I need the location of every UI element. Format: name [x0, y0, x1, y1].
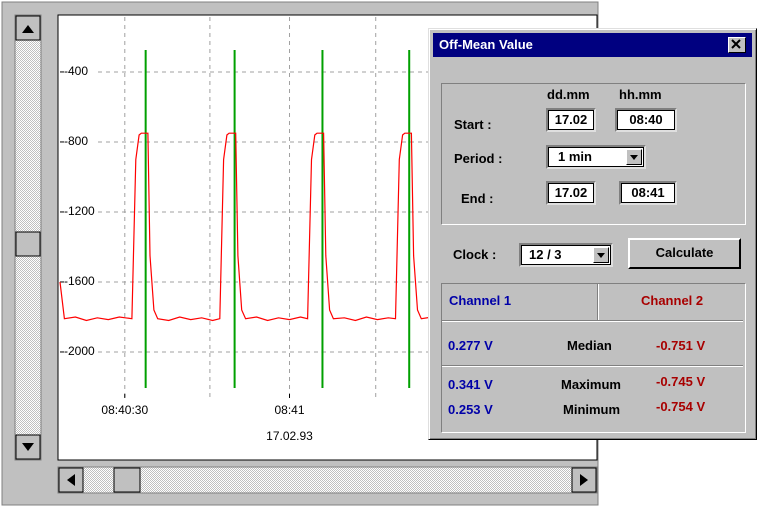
input[interactable]: 17.02: [546, 181, 596, 205]
h-thumb[interactable]: [113, 467, 141, 493]
trace: [59, 132, 433, 322]
divider: [442, 320, 743, 322]
dropdown[interactable]: [593, 247, 609, 263]
x-tick-label: 08:41: [274, 403, 304, 417]
arrow-icon: [580, 474, 588, 486]
divider: [597, 284, 599, 320]
y-tick-label: -1200: [64, 204, 95, 218]
input[interactable]: 08:40: [615, 108, 677, 132]
channel-header: Channel 2: [641, 293, 704, 308]
arrow-icon: [597, 253, 605, 258]
plot: -400 -800 -1200 -1600 -2000 08:40:30 08:41 17.0…: [59, 17, 597, 443]
arrow-icon: [22, 443, 34, 451]
y-tick-label: -1600: [64, 274, 95, 288]
value: -0.751 V: [656, 338, 706, 353]
combo[interactable]: 1 min: [546, 145, 646, 169]
label: Maximum: [561, 377, 621, 392]
value: 0.341 V: [448, 377, 493, 392]
calculate-button[interactable]: Calculate: [628, 238, 741, 269]
label: End :: [461, 191, 494, 206]
label: Median: [567, 338, 612, 353]
input[interactable]: 17.02: [546, 108, 596, 132]
input[interactable]: 08:41: [619, 181, 677, 205]
close-button[interactable]: [728, 37, 746, 53]
label: dd.mm: [547, 87, 590, 102]
value: -0.754 V: [656, 399, 706, 414]
dialog-title: Off-Mean Value: [433, 33, 752, 57]
y-tick-label: -400: [64, 64, 88, 78]
label: Minimum: [563, 402, 621, 417]
label: Start :: [454, 117, 492, 132]
y-tick-label: -800: [64, 134, 88, 148]
label: hh.mm: [619, 87, 662, 102]
value: 0.253 V: [448, 402, 493, 417]
combo-value: 1 min: [558, 149, 592, 164]
h-scrollbar[interactable]: [57, 466, 598, 494]
label: Clock :: [453, 247, 497, 262]
combo[interactable]: 12 / 3: [519, 243, 613, 267]
date-label: 17.02.93: [266, 429, 313, 443]
x-tick-label: 08:40:30: [101, 403, 148, 417]
value: 0.277 V: [448, 338, 493, 353]
label: Period :: [454, 151, 503, 166]
arrow-icon: [22, 25, 34, 33]
close-icon: [731, 39, 741, 49]
divider: [442, 365, 743, 367]
value: -0.745 V: [656, 374, 706, 389]
arrow-icon: [630, 155, 638, 160]
time-group: [441, 83, 746, 225]
dropdown[interactable]: [626, 149, 642, 165]
combo-value: 12 / 3: [529, 247, 562, 262]
arrow-icon: [67, 474, 75, 486]
channel-header: Channel 1: [449, 293, 512, 308]
dialog: Off-Mean Value dd.mm hh.mm Start : 17.02…: [428, 28, 757, 440]
results-group: [441, 283, 746, 433]
v-thumb[interactable]: [15, 231, 41, 257]
y-tick-label: -2000: [64, 344, 95, 358]
